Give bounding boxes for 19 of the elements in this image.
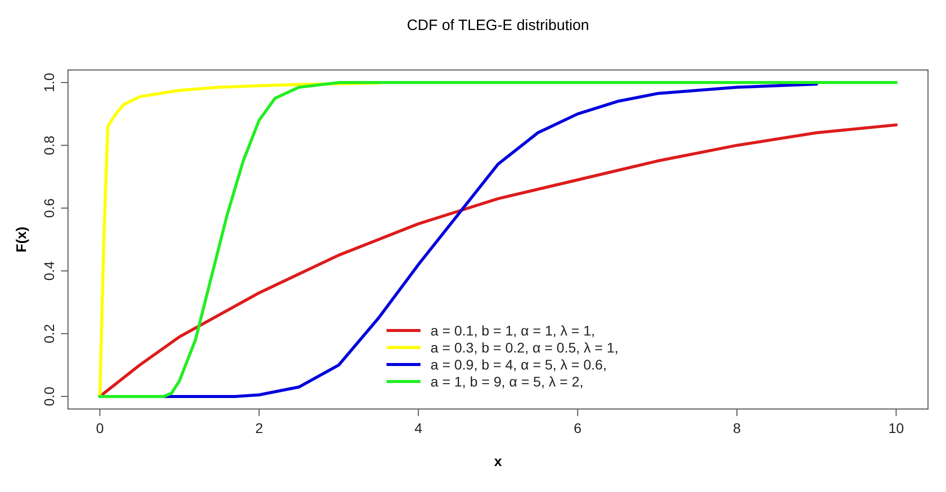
x-tick-label: 8 <box>732 420 741 436</box>
legend-label: a = 0.3, b = 0.2, α = 0.5, λ = 1, <box>430 340 618 356</box>
y-tick-label: 0.4 <box>41 260 57 281</box>
legend-label: a = 0.1, b = 1, α = 1, λ = 1, <box>430 322 596 339</box>
y-tick-label: 1.0 <box>41 72 57 92</box>
y-tick-label: 0.0 <box>41 386 57 406</box>
x-tick-label: 4 <box>414 420 422 436</box>
y-axis-title: F(x) <box>13 226 29 252</box>
x-tick-label: 10 <box>888 420 904 436</box>
x-tick-label: 2 <box>255 420 264 436</box>
y-tick-label: 0.6 <box>41 198 57 218</box>
x-axis-title: x <box>494 453 502 469</box>
legend-label: a = 0.9, b = 4, α = 5, λ = 0.6, <box>430 356 607 373</box>
x-tick-label: 6 <box>574 420 582 436</box>
legend-label: a = 1, b = 9, α = 5, λ = 2, <box>430 374 584 390</box>
chart-title: CDF of TLEG-E distribution <box>406 17 590 34</box>
y-tick-label: 0.8 <box>41 135 57 156</box>
x-tick-label: 0 <box>96 420 104 436</box>
y-tick-label: 0.2 <box>41 324 57 344</box>
